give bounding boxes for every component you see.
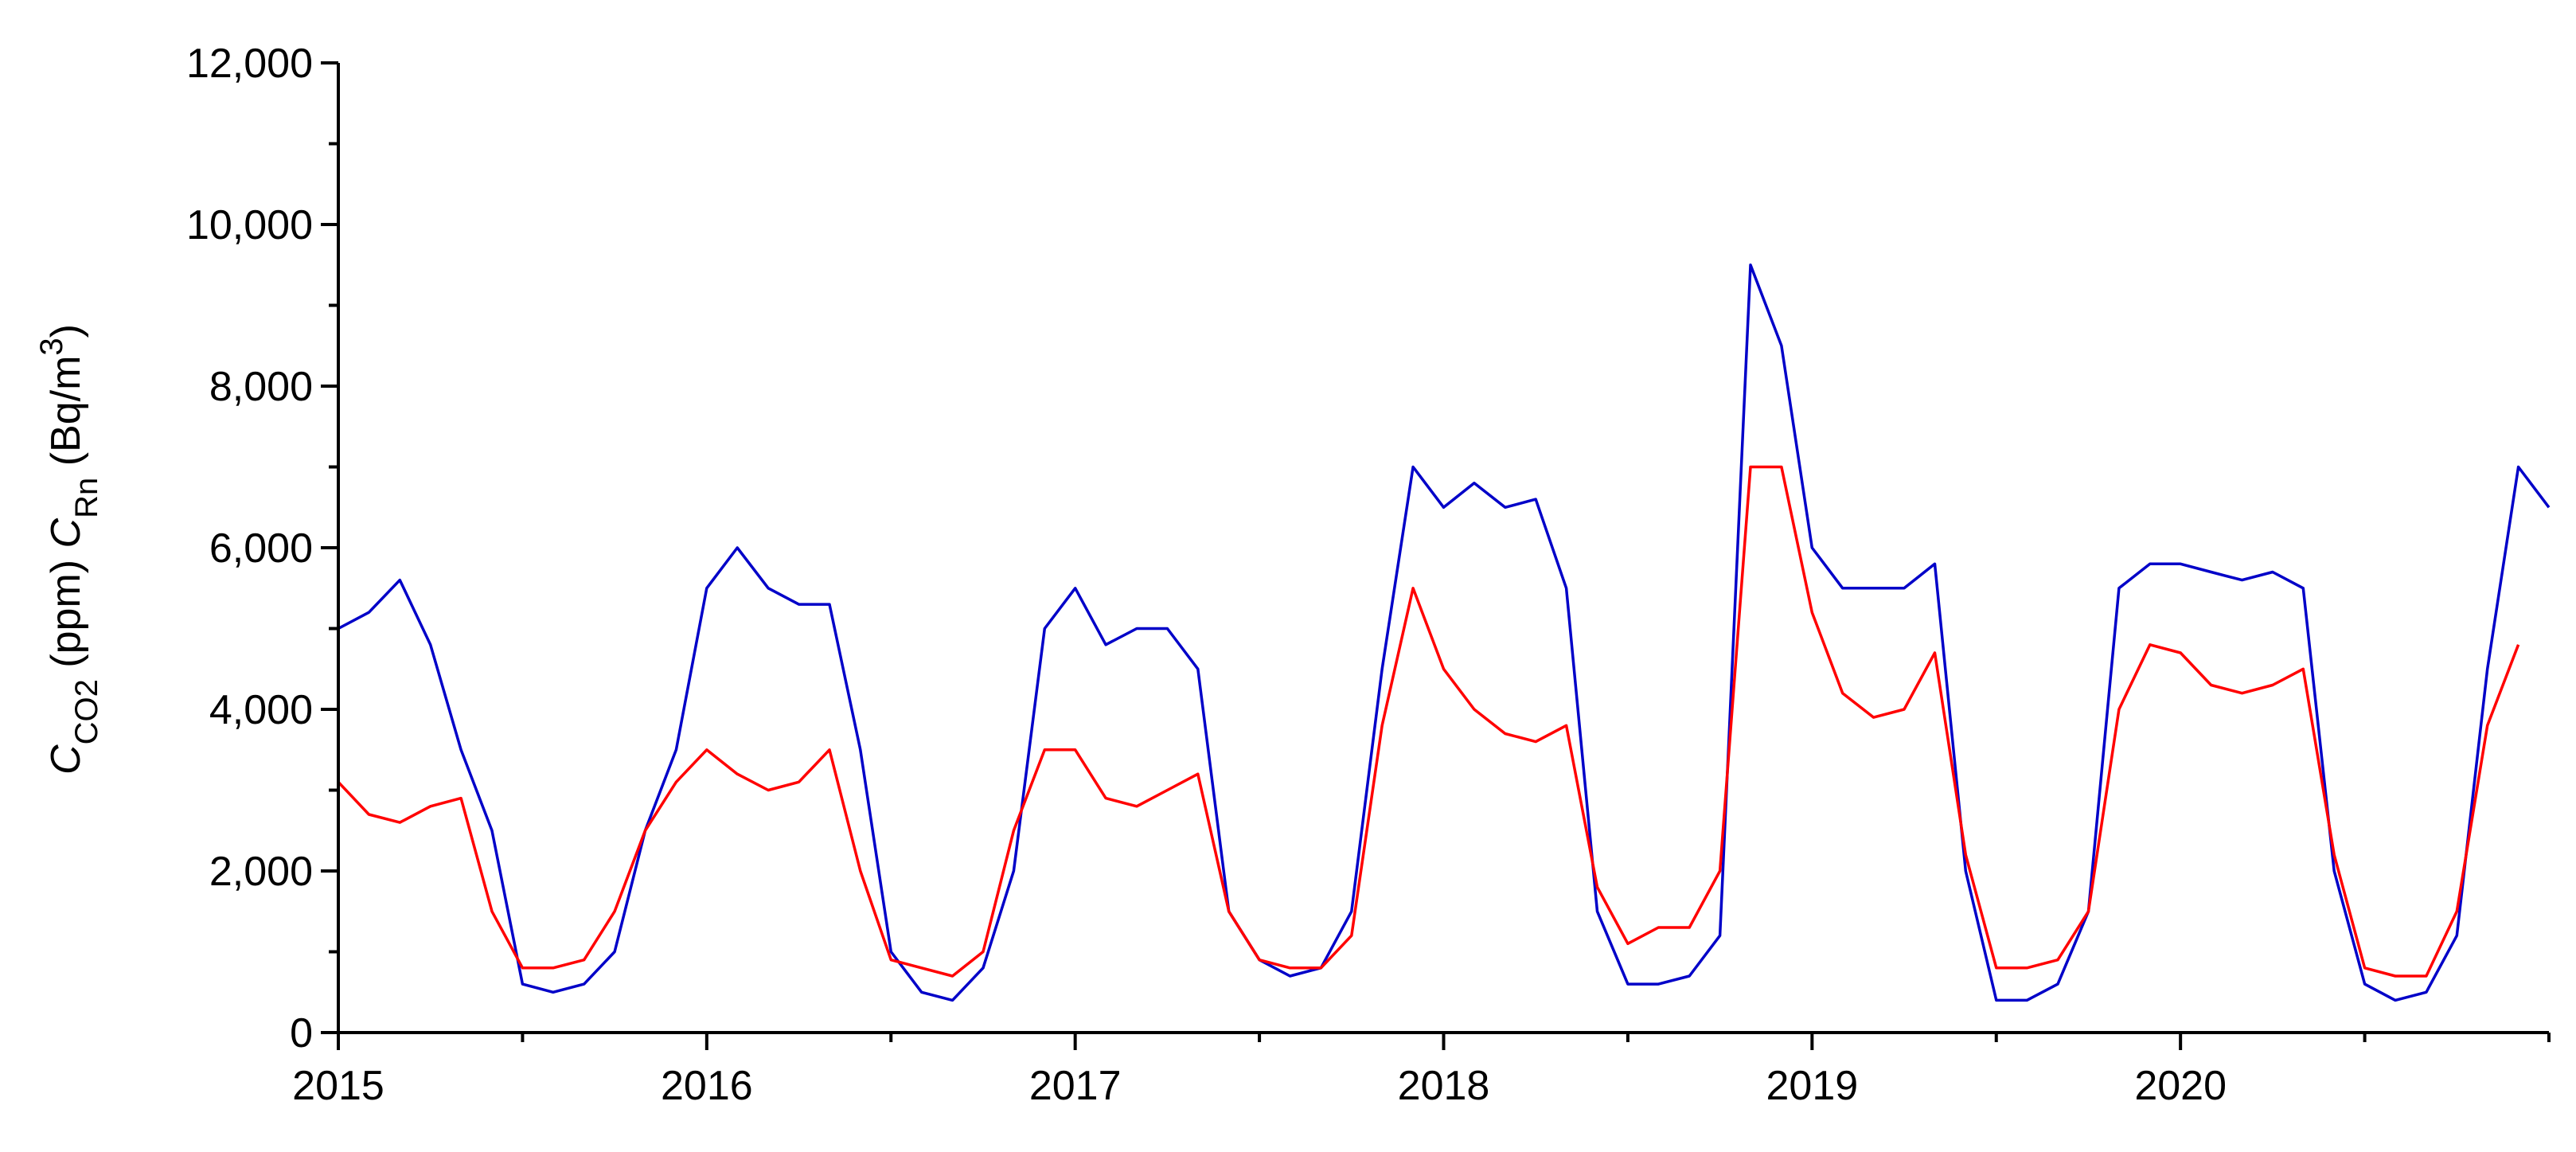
y-tick-label: 8,000 (209, 364, 313, 410)
y-axis-label-part: (ppm) (43, 560, 89, 679)
x-tick-label: 2015 (292, 1063, 384, 1109)
x-tick-label: 2020 (2134, 1063, 2227, 1109)
y-tick-label: 10,000 (186, 202, 313, 248)
y-tick-label: 0 (290, 1010, 313, 1056)
y-axis-label-part: (Bq/m (43, 356, 89, 478)
x-tick-label: 2019 (1766, 1063, 1858, 1109)
x-tick-label: 2018 (1398, 1063, 1490, 1109)
y-axis-label-part: C (43, 744, 89, 775)
y-tick-label: 6,000 (209, 525, 313, 572)
y-tick-label: 2,000 (209, 849, 313, 895)
series-line (338, 264, 2551, 1002)
series-line (337, 465, 2520, 978)
x-tick-label: 2016 (661, 1063, 753, 1109)
y-axis-label-part: ) (43, 324, 89, 338)
y-axis-label-part: C (43, 517, 89, 548)
y-axis-label: CCO2 (ppm) CRn (Bq/m3) (34, 324, 104, 775)
y-axis-label-part: Rn (69, 478, 104, 518)
y-axis-label-part: 3 (34, 338, 69, 355)
y-axis-label-part (43, 548, 89, 559)
x-tick-label: 2017 (1029, 1063, 1122, 1109)
y-axis-label-part: CO2 (69, 679, 104, 744)
y-tick-label: 12,000 (186, 41, 313, 87)
y-tick-label: 4,000 (209, 687, 313, 733)
